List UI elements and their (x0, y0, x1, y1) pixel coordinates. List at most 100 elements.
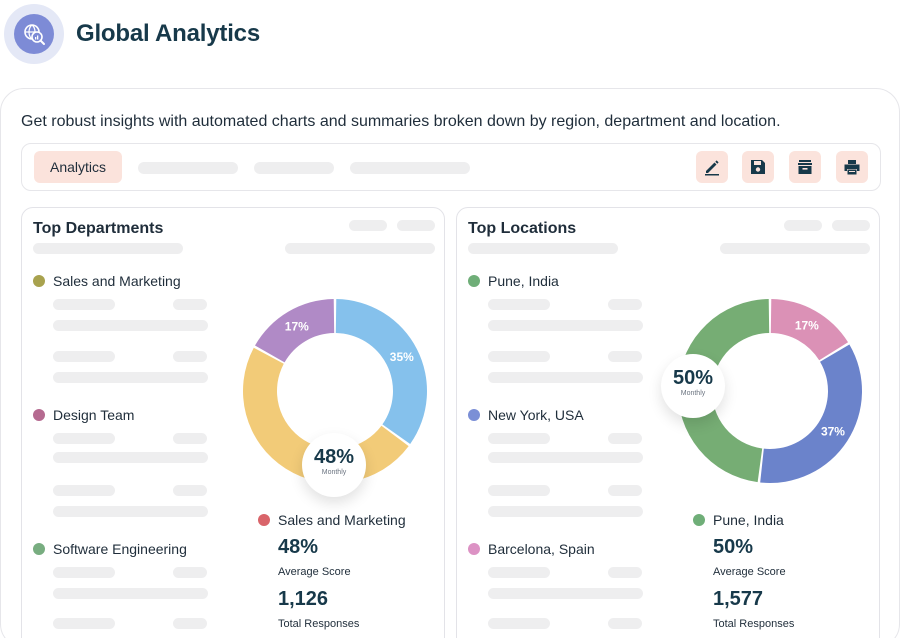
placeholder-bar (488, 433, 550, 444)
placeholder-bar (33, 243, 183, 254)
placeholder-bar (173, 567, 207, 578)
archive-icon (798, 160, 812, 174)
placeholder-bar (53, 299, 115, 310)
legend-dot (33, 409, 45, 421)
legend-item: Software Engineering (33, 541, 187, 557)
donut-slice (255, 299, 335, 363)
donut-slice-label: 17% (795, 319, 819, 333)
average-score-label: Average Score (713, 566, 786, 578)
placeholder-bar (53, 320, 208, 331)
placeholder-bar (488, 618, 550, 629)
placeholder-bar (53, 372, 208, 383)
placeholder-bar (608, 351, 642, 362)
donut-slice (770, 299, 849, 361)
placeholder-bar (397, 220, 435, 231)
placeholder-bar (350, 162, 470, 174)
placeholder-bar (173, 299, 207, 310)
placeholder-bar (285, 243, 435, 254)
legend-item: Sales and Marketing (33, 273, 181, 289)
donut-slice (335, 299, 427, 445)
placeholder-bar (53, 567, 115, 578)
placeholder-bar (53, 433, 115, 444)
legend-dot (468, 409, 480, 421)
total-responses-label: Total Responses (278, 618, 360, 630)
departments-donut-chart: 35% 17% (242, 299, 427, 484)
save-button[interactable] (742, 151, 774, 183)
archive-button[interactable] (789, 151, 821, 183)
legend-label: Design Team (53, 407, 135, 423)
placeholder-bar (488, 567, 550, 578)
toolbar: Analytics (21, 143, 881, 191)
save-icon (751, 160, 765, 174)
placeholder-bar (53, 588, 208, 599)
placeholder-bar (173, 618, 207, 629)
placeholder-bar (173, 351, 207, 362)
print-button[interactable] (836, 151, 868, 183)
placeholder-bar (173, 485, 207, 496)
placeholder-bar (608, 618, 642, 629)
tab-analytics[interactable]: Analytics (34, 151, 122, 183)
legend-label: Pune, India (488, 273, 559, 289)
legend-item: Barcelona, Spain (468, 541, 595, 557)
placeholder-bar (488, 485, 550, 496)
placeholder-bar (53, 452, 208, 463)
stat-name: Pune, India (713, 512, 784, 528)
locations-donut-chart: 17% 37% (677, 299, 862, 483)
legend-dot (468, 275, 480, 287)
stat-block: Pune, India 50% Average Score 1,577 Tota… (693, 512, 873, 632)
placeholder-bar (138, 162, 238, 174)
panel-title: Top Locations (468, 220, 577, 237)
legend-label: New York, USA (488, 407, 584, 423)
legend-item: New York, USA (468, 407, 584, 423)
locations-panel: Top Locations Pune, India New York, USA … (456, 207, 880, 638)
donut-center-badge: 48% Monthly (302, 433, 366, 497)
app-title: Global Analytics (76, 20, 260, 47)
placeholder-bar (720, 243, 870, 254)
placeholder-bar (468, 243, 618, 254)
donut-center-badge: 50% Monthly (661, 354, 725, 418)
placeholder-bar (608, 485, 642, 496)
edit-button[interactable] (696, 151, 728, 183)
legend-dot (33, 543, 45, 555)
placeholder-bar (784, 220, 822, 231)
stat-dot (693, 514, 705, 526)
donut-center-value: 48% (313, 446, 355, 468)
placeholder-bar (254, 162, 334, 174)
legend-dot (468, 543, 480, 555)
placeholder-bar (53, 485, 115, 496)
total-responses-value: 1,126 (278, 588, 329, 610)
stat-dot (258, 514, 270, 526)
placeholder-bar (488, 506, 643, 517)
globe-analytics-icon (14, 14, 54, 54)
main-card: Get robust insights with automated chart… (0, 88, 900, 638)
total-responses-value: 1,577 (713, 588, 764, 610)
placeholder-bar (53, 506, 208, 517)
placeholder-bar (488, 372, 643, 383)
legend-item: Design Team (33, 407, 134, 423)
donut-center-value: 50% (672, 367, 714, 389)
placeholder-bar (832, 220, 870, 231)
donut-slice-label: 17% (285, 319, 309, 333)
stat-name: Sales and Marketing (278, 512, 406, 528)
panel-title: Top Departments (33, 220, 164, 237)
placeholder-bar (608, 299, 642, 310)
average-score-value: 50% (713, 536, 754, 558)
stat-head: Sales and Marketing (258, 512, 438, 528)
donut-slice (760, 344, 862, 483)
donut-slice (677, 299, 770, 483)
placeholder-bar (173, 433, 207, 444)
placeholder-bar (53, 618, 115, 629)
placeholder-bar (349, 220, 387, 231)
page-description: Get robust insights with automated chart… (21, 113, 781, 130)
legend-item: Pune, India (468, 273, 559, 289)
stat-block: Sales and Marketing 48% Average Score 1,… (258, 512, 438, 632)
donut-center-label: Monthly (680, 390, 706, 397)
donut-slice-label: 37% (821, 425, 845, 439)
average-score-label: Average Score (278, 566, 351, 578)
total-responses-label: Total Responses (713, 618, 795, 630)
placeholder-bar (488, 351, 550, 362)
legend-label: Barcelona, Spain (488, 541, 595, 557)
placeholder-bar (488, 299, 550, 310)
legend-label: Sales and Marketing (53, 273, 181, 289)
placeholder-bar (608, 567, 642, 578)
